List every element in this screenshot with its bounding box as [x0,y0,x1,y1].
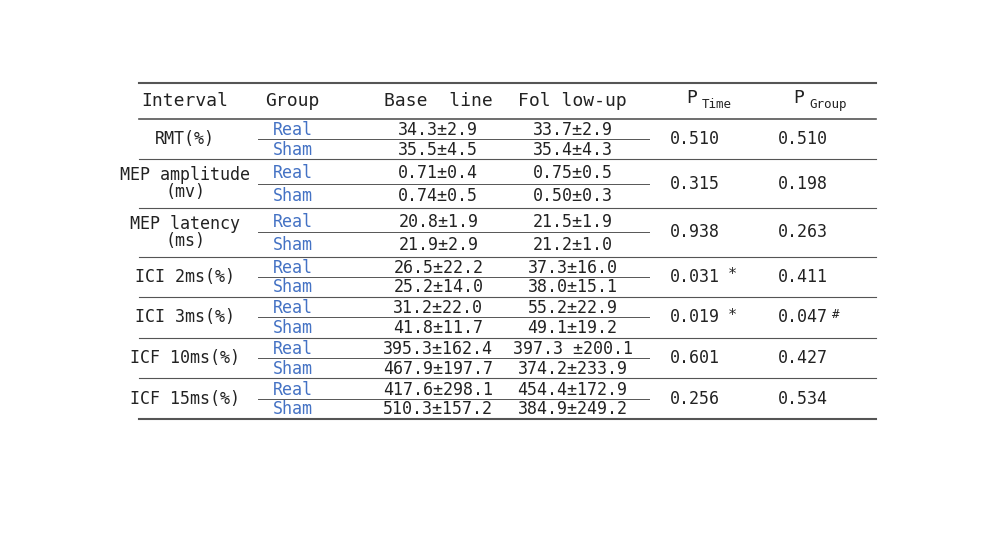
Text: Group: Group [809,98,846,111]
Text: Real: Real [272,121,313,139]
Text: Real: Real [272,340,313,358]
Text: 467.9±197.7: 467.9±197.7 [383,360,493,378]
Text: 55.2±22.9: 55.2±22.9 [528,299,618,317]
Text: RMT(%): RMT(%) [155,130,215,148]
Text: Sham: Sham [272,400,313,418]
Text: (mv): (mv) [165,183,205,201]
Text: 0.74±0.5: 0.74±0.5 [398,187,478,205]
Text: 41.8±11.7: 41.8±11.7 [393,319,483,337]
Text: 0.938: 0.938 [670,223,721,241]
Text: Sham: Sham [272,360,313,378]
Text: 417.6±298.1: 417.6±298.1 [383,380,493,399]
Text: 25.2±14.0: 25.2±14.0 [393,278,483,296]
Text: *: * [728,267,737,282]
Text: 0.510: 0.510 [778,130,828,148]
Text: ICI 3ms(%): ICI 3ms(%) [135,309,236,327]
Text: 0.019: 0.019 [670,309,721,327]
Text: Sham: Sham [272,319,313,337]
Text: 38.0±15.1: 38.0±15.1 [528,278,618,296]
Text: 35.5±4.5: 35.5±4.5 [398,141,478,159]
Text: MEP amplitude: MEP amplitude [120,166,250,184]
Text: 0.198: 0.198 [778,175,828,193]
Text: 384.9±249.2: 384.9±249.2 [518,400,628,418]
Text: 35.4±4.3: 35.4±4.3 [533,141,613,159]
Text: 20.8±1.9: 20.8±1.9 [398,212,478,231]
Text: Base  line: Base line [384,92,493,110]
Text: 0.71±0.4: 0.71±0.4 [398,164,478,182]
Text: Sham: Sham [272,278,313,296]
Text: 0.510: 0.510 [670,130,721,148]
Text: P: P [686,89,697,107]
Text: *: * [728,308,737,323]
Text: 374.2±233.9: 374.2±233.9 [518,360,628,378]
Text: Sham: Sham [272,187,313,205]
Text: 397.3 ±200.1: 397.3 ±200.1 [513,340,633,358]
Text: 0.411: 0.411 [778,268,828,286]
Text: 34.3±2.9: 34.3±2.9 [398,121,478,139]
Text: (ms): (ms) [165,232,205,250]
Text: #: # [832,307,840,321]
Text: Real: Real [272,299,313,317]
Text: 0.031: 0.031 [670,268,721,286]
Text: MEP latency: MEP latency [130,215,241,233]
Text: 33.7±2.9: 33.7±2.9 [533,121,613,139]
Text: 510.3±157.2: 510.3±157.2 [383,400,493,418]
Text: 395.3±162.4: 395.3±162.4 [383,340,493,358]
Text: 454.4±172.9: 454.4±172.9 [518,380,628,399]
Text: 0.50±0.3: 0.50±0.3 [533,187,613,205]
Text: Real: Real [272,212,313,231]
Text: 0.534: 0.534 [778,390,828,407]
Text: 49.1±19.2: 49.1±19.2 [528,319,618,337]
Text: Sham: Sham [272,236,313,254]
Text: 0.427: 0.427 [778,349,828,367]
Text: 21.9±2.9: 21.9±2.9 [398,236,478,254]
Text: 31.2±22.0: 31.2±22.0 [393,299,483,317]
Text: 21.2±1.0: 21.2±1.0 [533,236,613,254]
Text: Sham: Sham [272,141,313,159]
Text: Time: Time [702,98,732,111]
Text: 0.75±0.5: 0.75±0.5 [533,164,613,182]
Text: ICI 2ms(%): ICI 2ms(%) [135,268,236,286]
Text: Interval: Interval [142,92,229,110]
Text: 26.5±22.2: 26.5±22.2 [393,259,483,277]
Text: ICF 15ms(%): ICF 15ms(%) [130,390,241,407]
Text: 0.047: 0.047 [778,309,828,327]
Text: Real: Real [272,380,313,399]
Text: Real: Real [272,259,313,277]
Text: 21.5±1.9: 21.5±1.9 [533,212,613,231]
Text: 0.263: 0.263 [778,223,828,241]
Text: 0.256: 0.256 [670,390,721,407]
Text: 0.601: 0.601 [670,349,721,367]
Text: 37.3±16.0: 37.3±16.0 [528,259,618,277]
Text: P: P [794,89,805,107]
Text: ICF 10ms(%): ICF 10ms(%) [130,349,241,367]
Text: 0.315: 0.315 [670,175,721,193]
Text: Real: Real [272,164,313,182]
Text: Fol low-up: Fol low-up [518,92,627,110]
Text: Group: Group [265,92,320,110]
